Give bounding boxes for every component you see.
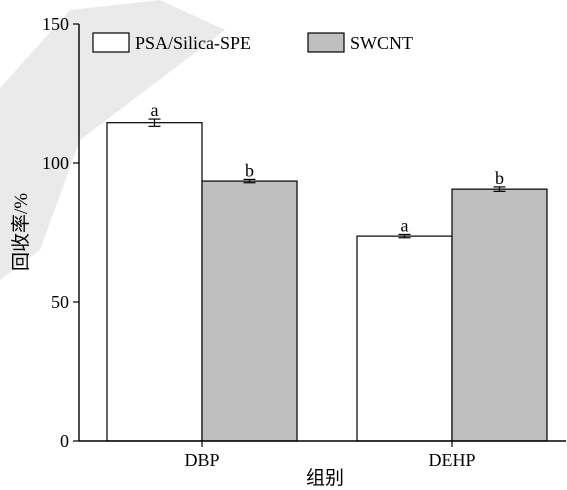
y-tick-label: 100 bbox=[42, 153, 69, 173]
bars-layer: a b a b bbox=[106, 100, 548, 442]
significance-label: b bbox=[495, 168, 504, 188]
bar-dbp-1 bbox=[106, 122, 203, 442]
bar-dbp-2 bbox=[201, 180, 298, 442]
significance-label: a bbox=[401, 215, 409, 235]
y-tick-label: 0 bbox=[60, 431, 69, 451]
legend-label: SWCNT bbox=[350, 33, 413, 53]
x-axis-label: 组别 bbox=[306, 467, 344, 489]
x-tick-label: DBP bbox=[184, 450, 219, 470]
significance-label: a bbox=[151, 100, 159, 120]
legend: PSA/Silica-SPE SWCNT bbox=[92, 32, 413, 53]
bar-dehp-2 bbox=[451, 188, 548, 442]
watermark bbox=[0, 0, 225, 280]
axes-layer: DBP DEHP 0 50 100 150 bbox=[42, 14, 566, 470]
y-axis-label: 回收率/% bbox=[10, 193, 32, 271]
bar-dehp-1 bbox=[356, 235, 453, 442]
legend-swatch bbox=[92, 32, 130, 53]
y-tick-label: 150 bbox=[42, 14, 69, 34]
legend-label: PSA/Silica-SPE bbox=[135, 33, 251, 53]
x-tick-label: DEHP bbox=[428, 450, 475, 470]
y-tick-label: 50 bbox=[51, 292, 69, 312]
legend-swatch bbox=[307, 32, 345, 53]
significance-label: b bbox=[245, 160, 254, 180]
